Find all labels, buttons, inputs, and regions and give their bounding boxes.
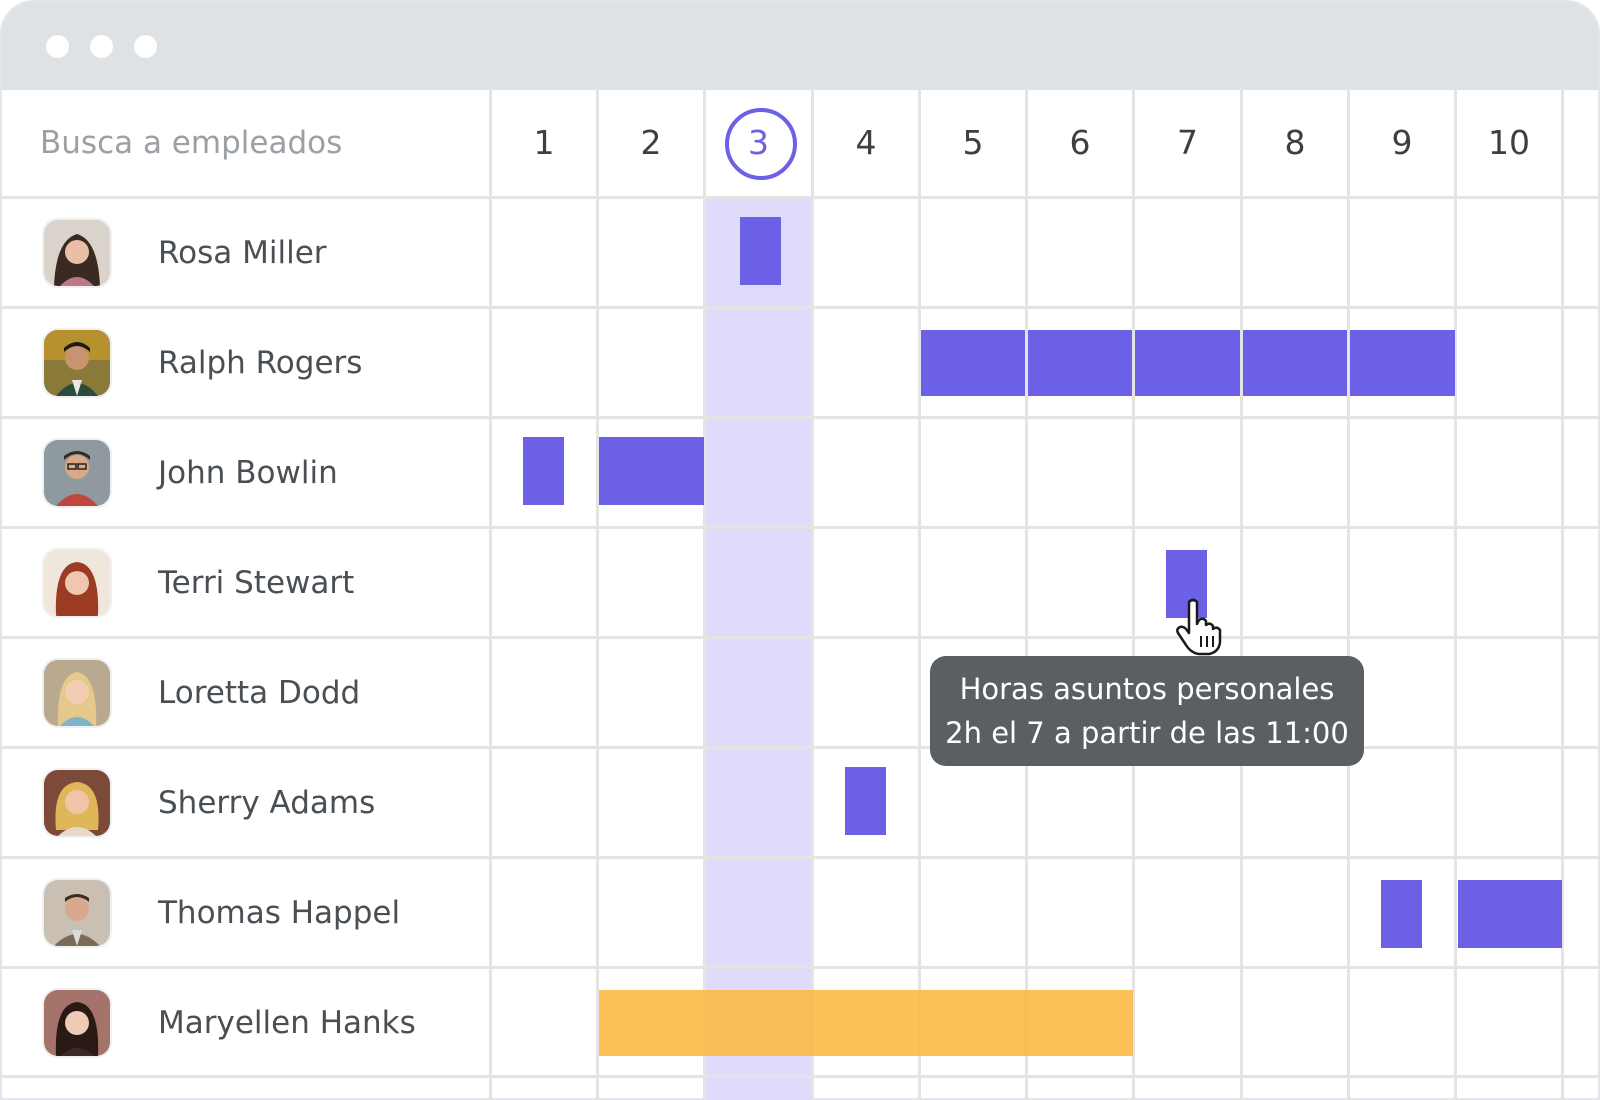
- absence-block[interactable]: [1458, 880, 1562, 948]
- tooltip-detail: 2h el 7 a partir de las 11:00: [945, 716, 1349, 750]
- avatar: [44, 990, 110, 1056]
- grid-line: [0, 1075, 1600, 1078]
- grid-line: [0, 306, 1600, 309]
- grid-line: [703, 88, 706, 1100]
- title-bar: [2, 2, 1598, 90]
- day-header-10[interactable]: 10: [1488, 123, 1530, 162]
- grid-line: [1347, 88, 1350, 1100]
- avatar: [44, 770, 110, 836]
- grid-line: [0, 966, 1600, 969]
- grid-line: [489, 88, 492, 1100]
- window-close-dot[interactable]: [46, 35, 69, 58]
- grid-line: [1454, 88, 1457, 1100]
- employee-name: Terri Stewart: [158, 565, 355, 601]
- day-header-8[interactable]: 8: [1284, 123, 1306, 162]
- tooltip-title: Horas asuntos personales: [959, 672, 1335, 706]
- today-column-highlight: [706, 199, 812, 1100]
- grid-line: [918, 88, 921, 1100]
- absence-block[interactable]: [740, 217, 781, 285]
- absence-block-hovered[interactable]: [1166, 550, 1207, 618]
- absence-block[interactable]: [845, 767, 886, 835]
- grid-line: [0, 526, 1600, 529]
- employee-name: Loretta Dodd: [158, 675, 361, 711]
- grid-line: [1132, 88, 1135, 1100]
- vacation-block[interactable]: [599, 990, 1133, 1056]
- grid-line: [1240, 88, 1243, 1100]
- hand-pointer-icon: [1176, 598, 1222, 656]
- day-header-6[interactable]: 6: [1069, 123, 1091, 162]
- grid-line: [0, 196, 1600, 199]
- day-header-2[interactable]: 2: [640, 123, 662, 162]
- absence-block[interactable]: [599, 437, 704, 505]
- day-header-1[interactable]: 1: [533, 123, 555, 162]
- avatar: [44, 440, 110, 506]
- absence-block[interactable]: [523, 437, 564, 505]
- grid-line: [0, 636, 1600, 639]
- absence-block[interactable]: [1381, 880, 1422, 948]
- avatar: [44, 330, 110, 396]
- employee-name: Sherry Adams: [158, 785, 376, 821]
- avatar: [44, 660, 110, 726]
- window-minimize-dot[interactable]: [90, 35, 113, 58]
- grid-line: [0, 416, 1600, 419]
- day-header-5[interactable]: 5: [962, 123, 984, 162]
- avatar: [44, 550, 110, 616]
- grid-line: [1561, 88, 1564, 1100]
- employee-name: Thomas Happel: [158, 895, 401, 931]
- employee-name: Ralph Rogers: [158, 345, 363, 381]
- day-header-9[interactable]: 9: [1391, 123, 1413, 162]
- grid-line: [0, 746, 1600, 749]
- avatar: [44, 220, 110, 286]
- grid-line: [596, 88, 599, 1100]
- day-header-4[interactable]: 4: [855, 123, 877, 162]
- employee-name: John Bowlin: [158, 455, 338, 491]
- absence-tooltip: Horas asuntos personales 2h el 7 a parti…: [930, 656, 1364, 766]
- absence-block[interactable]: [1135, 330, 1240, 396]
- employee-name: Rosa Miller: [158, 235, 327, 271]
- absence-block[interactable]: [1350, 330, 1455, 396]
- day-header-7[interactable]: 7: [1177, 123, 1198, 162]
- today-indicator: [725, 108, 797, 180]
- day-header-3-today[interactable]: 3: [748, 123, 769, 162]
- grid-line: [0, 856, 1600, 859]
- grid-line: [811, 88, 814, 1100]
- grid-line: [1025, 88, 1028, 1100]
- absence-block[interactable]: [921, 330, 1025, 396]
- absence-block[interactable]: [1243, 330, 1347, 396]
- absence-block[interactable]: [1028, 330, 1132, 396]
- window-maximize-dot[interactable]: [134, 35, 157, 58]
- employee-name: Maryellen Hanks: [158, 1005, 416, 1041]
- employee-search-input[interactable]: [40, 120, 440, 166]
- avatar: [44, 880, 110, 946]
